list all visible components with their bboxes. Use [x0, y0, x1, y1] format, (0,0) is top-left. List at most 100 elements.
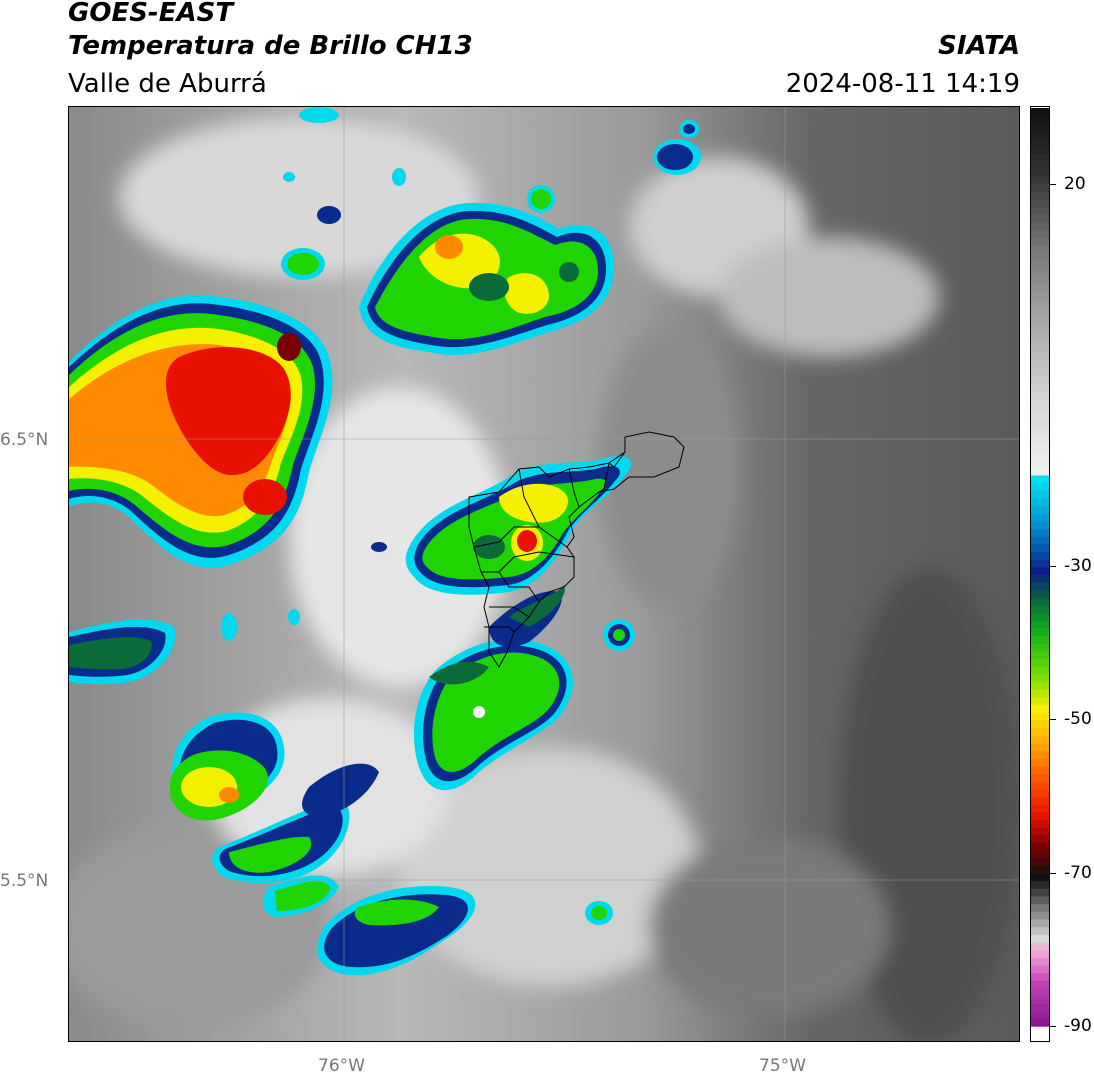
colorbar-band [1031, 383, 1049, 392]
colorbar-band [1031, 108, 1049, 116]
colorbar-band [1031, 697, 1049, 706]
graticule [69, 107, 1019, 1041]
colorbar-band [1031, 842, 1049, 851]
colorbar-band [1031, 146, 1049, 155]
colorbar-band [1031, 812, 1049, 821]
colorbar-band [1031, 475, 1049, 484]
lon-label-76w: 76°W [318, 1056, 365, 1076]
colorbar-band [1031, 682, 1049, 691]
colorbar-band [1031, 758, 1049, 767]
colorbar-band [1031, 368, 1049, 377]
small-cells-north [281, 107, 701, 280]
colorbar-band [1031, 1019, 1049, 1027]
colorbar-band [1031, 207, 1049, 216]
colorbar-tick-label: -30 [1064, 556, 1092, 577]
colorbar-band [1031, 789, 1049, 798]
colorbar-band [1031, 919, 1049, 928]
colorbar-tick-label: -90 [1064, 1015, 1092, 1036]
colorbar-band [1031, 712, 1049, 721]
colorbar-band [1031, 360, 1049, 369]
colorbar-tick-mark [1050, 1025, 1056, 1027]
lat-label-6-5n: 6.5°N [0, 430, 49, 450]
colorbar-band [1031, 666, 1049, 675]
colorbar-band [1031, 253, 1049, 262]
colorbar-band [1031, 942, 1049, 951]
colorbar-band [1031, 138, 1049, 147]
colorbar-band [1031, 291, 1049, 300]
colorbar-band [1031, 973, 1049, 982]
colorbar-tick-mark [1050, 719, 1056, 721]
colorbar-band [1031, 620, 1049, 629]
colorbar-band [1031, 215, 1049, 224]
colorbar-band [1031, 199, 1049, 208]
colorbar-band [1031, 169, 1049, 178]
colorbar-band [1031, 123, 1049, 132]
satellite-title: GOES-EAST [68, 0, 234, 28]
colorbar-band [1031, 965, 1049, 974]
colorbar-band [1031, 643, 1049, 652]
colorbar-band [1031, 299, 1049, 308]
storm-cells-west [69, 542, 387, 917]
colorbar-band [1031, 1026, 1049, 1035]
colorbar-band [1031, 398, 1049, 407]
colorbar-band [1031, 536, 1049, 545]
colorbar-band [1031, 498, 1049, 507]
colorbar-band [1031, 1003, 1049, 1012]
colorbar-band [1031, 421, 1049, 430]
colorbar-band [1031, 153, 1049, 162]
product-title: Temperatura de Brillo CH13 [68, 31, 473, 61]
colorbar-tick-label: -70 [1064, 862, 1092, 883]
colorbar-band [1031, 988, 1049, 997]
brightness-temperature-image [69, 107, 1019, 1041]
satellite-map[interactable] [68, 106, 1020, 1042]
storm-cell-south-central [414, 585, 635, 791]
colorbar-band [1031, 437, 1049, 446]
colorbar-band [1031, 827, 1049, 836]
colorbar-tick-mark [1050, 183, 1056, 185]
colorbar-band [1031, 506, 1049, 515]
colorbar-band [1031, 728, 1049, 737]
region-label: Valle de Aburrá [68, 69, 267, 99]
lon-label-75w: 75°W [759, 1056, 806, 1076]
colorbar-band [1031, 735, 1049, 744]
colorbar-band [1031, 950, 1049, 959]
colorbar-band [1031, 927, 1049, 936]
lat-label-5-5n: 5.5°N [0, 871, 49, 891]
colorbar-band [1031, 452, 1049, 461]
storm-cell-south [317, 886, 613, 976]
colorbar-band [1031, 483, 1049, 492]
colorbar-band [1031, 345, 1049, 354]
colorbar-gradient [1031, 108, 1049, 1041]
colorbar-band [1031, 230, 1049, 239]
colorbar-band [1031, 222, 1049, 231]
colorbar-band [1031, 284, 1049, 293]
colorbar-band [1031, 176, 1049, 185]
colorbar-tick-mark [1050, 872, 1056, 874]
colorbar-band [1031, 850, 1049, 859]
colorbar-band [1031, 184, 1049, 193]
colorbar-band [1031, 330, 1049, 338]
colorbar-band [1031, 352, 1049, 361]
colorbar-band [1031, 835, 1049, 844]
colorbar-band [1031, 467, 1049, 476]
colorbar-band [1031, 996, 1049, 1005]
colorbar-band [1031, 544, 1049, 553]
colorbar-band [1031, 896, 1049, 905]
temperature-colorbar [1030, 106, 1050, 1042]
colorbar-band [1031, 904, 1049, 913]
colorbar-band [1031, 911, 1049, 920]
colorbar-band [1031, 934, 1049, 943]
colorbar-band [1031, 804, 1049, 813]
colorbar-band [1031, 659, 1049, 668]
colorbar-band [1031, 689, 1049, 698]
colorbar-band [1031, 521, 1049, 530]
colorbar-band [1031, 375, 1049, 384]
colorbar-band [1031, 705, 1049, 714]
colorbar-band [1031, 743, 1049, 752]
colorbar-band [1031, 781, 1049, 790]
colorbar-band [1031, 1034, 1049, 1041]
colorbar-band [1031, 268, 1049, 277]
colorbar-band [1031, 322, 1049, 331]
colorbar-band [1031, 881, 1049, 890]
colorbar-band [1031, 888, 1049, 897]
